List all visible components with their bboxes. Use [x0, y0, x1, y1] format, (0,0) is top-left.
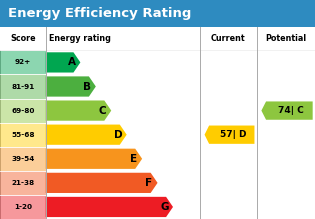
Text: 39-54: 39-54 [11, 156, 34, 162]
Text: 74| C: 74| C [278, 106, 304, 115]
Polygon shape [46, 52, 80, 72]
Text: 57| D: 57| D [220, 130, 247, 139]
Polygon shape [46, 173, 158, 193]
Text: D: D [114, 130, 123, 140]
Bar [0, 123, 46, 147]
Polygon shape [46, 149, 142, 169]
Polygon shape [46, 101, 111, 121]
Text: 21-38: 21-38 [11, 180, 34, 186]
Polygon shape [46, 76, 96, 97]
Text: Energy Efficiency Rating: Energy Efficiency Rating [8, 7, 191, 20]
Bar [0, 74, 46, 99]
Bar [0, 147, 46, 171]
Text: C: C [99, 106, 106, 116]
Text: 55-68: 55-68 [11, 132, 35, 138]
Text: G: G [160, 202, 169, 212]
Text: 92+: 92+ [15, 59, 31, 65]
Text: B: B [83, 81, 91, 92]
Text: A: A [68, 57, 76, 67]
Polygon shape [46, 125, 127, 145]
Polygon shape [204, 125, 255, 144]
Text: F: F [146, 178, 153, 188]
Text: Energy rating: Energy rating [49, 34, 111, 43]
Text: 81-91: 81-91 [11, 83, 34, 90]
Polygon shape [46, 197, 173, 217]
Text: 1-20: 1-20 [14, 204, 32, 210]
Bar [0, 171, 46, 195]
Text: Potential: Potential [265, 34, 306, 43]
Bar [0, 0, 315, 27]
Bar [0, 50, 46, 74]
Text: E: E [130, 154, 137, 164]
Polygon shape [261, 101, 313, 120]
Bar [0, 27, 315, 50]
Bar [0, 195, 46, 219]
Text: 69-80: 69-80 [11, 108, 35, 114]
Text: Score: Score [10, 34, 36, 43]
Bar [0, 27, 315, 219]
Bar [0, 99, 46, 123]
Text: Current: Current [211, 34, 246, 43]
